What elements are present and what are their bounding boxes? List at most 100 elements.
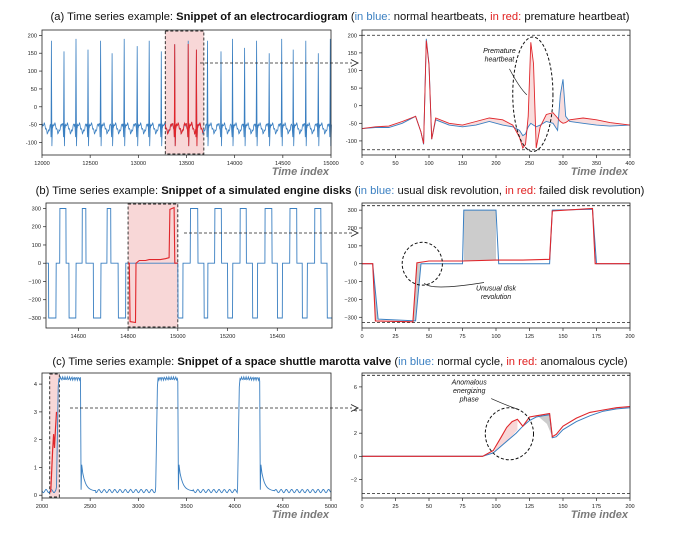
c-left-series-normal xyxy=(41,375,331,494)
b-left-xtick-label: 15000 xyxy=(170,334,186,340)
c-left-xtick-label: 5000 xyxy=(325,504,337,510)
b-right-xtick-label: 75 xyxy=(459,334,465,340)
a-right-xtick-label: 300 xyxy=(558,161,567,167)
c-left-xtick-label: 2000 xyxy=(36,504,48,510)
b-right-xtick-label: 100 xyxy=(491,334,500,340)
b-right-ytick-label: 200 xyxy=(348,226,357,232)
b-right-annotation-line: revolution xyxy=(481,294,511,301)
b-left-ytick-label: −100 xyxy=(28,279,41,285)
b-right-xtick-label: 50 xyxy=(426,334,432,340)
b-right-difference-fill-plateau xyxy=(463,210,496,262)
b-left-xtick-label: 15200 xyxy=(220,334,236,340)
a-right-xtick-label: 400 xyxy=(625,161,634,167)
c-left-ytick-label: 3 xyxy=(34,410,37,416)
c-right-annotation-line: energizing xyxy=(453,388,485,395)
b-left-series-usual xyxy=(46,208,332,319)
row-b-connector-arrowhead xyxy=(350,229,360,237)
c-right-ytick-label: 6 xyxy=(354,385,357,391)
b-right-annotation-ellipse xyxy=(401,241,443,286)
c-right-xtick-label: 125 xyxy=(525,504,534,510)
c-right-annotation-ellipse xyxy=(484,407,535,461)
b-right-ytick-label: −200 xyxy=(344,297,357,303)
c-right-ytick-label: −2 xyxy=(351,477,357,483)
a-right-ytick-label: 100 xyxy=(348,68,357,74)
c-left-xtick-label: 4500 xyxy=(277,504,289,510)
c-left-ytick-label: 1 xyxy=(34,465,37,471)
c-right-xtick-label: 150 xyxy=(558,504,567,510)
a-right-xtick-label: 50 xyxy=(392,161,398,167)
b-right-difference-fill-rise xyxy=(412,262,421,322)
row-c-connector-arrowhead xyxy=(350,404,360,412)
a-right-xtick-label: 0 xyxy=(360,161,363,167)
c-right-xtick-label: 25 xyxy=(392,504,398,510)
b-left-xtick-label: 14800 xyxy=(120,334,136,340)
c-right-difference-fill-drop xyxy=(538,413,553,437)
c-right-ytick-label: 2 xyxy=(354,431,357,437)
c-left-xaxis-label: Time index xyxy=(272,509,330,521)
c-right-axes-frame xyxy=(361,372,631,499)
b-right-xtick-label: 25 xyxy=(392,334,398,340)
c-left-xtick-label: 4000 xyxy=(228,504,240,510)
b-right-annotation-text: Unusual disk revolution xyxy=(476,286,517,302)
b-right-ytick-label: −100 xyxy=(344,280,357,286)
a-right-annotation-pointer xyxy=(509,68,528,96)
b-right-ytick-label: 0 xyxy=(354,262,357,268)
a-left-ytick-label: 100 xyxy=(28,69,37,75)
c-right-xtick-label: 100 xyxy=(491,504,500,510)
c-right-series-anomalous xyxy=(362,406,631,457)
a-left-xaxis-label: Time index xyxy=(272,166,330,178)
b-left-axes-frame xyxy=(45,202,333,329)
a-right-xtick-label: 350 xyxy=(592,161,601,167)
a-left-ytick-label: -100 xyxy=(26,141,37,147)
a-right-xtick-label: 100 xyxy=(424,161,433,167)
a-right-series-premature xyxy=(361,40,631,149)
a-left-ytick-label: 200 xyxy=(28,33,37,39)
a-left-highlight-box xyxy=(164,30,205,155)
c-right-annotation-text: Anomalous energizing phase xyxy=(451,380,488,404)
b-left-ytick-label: −200 xyxy=(28,298,41,304)
a-left-series-premature xyxy=(164,43,204,147)
c-right-xtick-label: 75 xyxy=(459,504,465,510)
a-right-annotation-line: Premature xyxy=(483,48,516,55)
c-right-series-normal xyxy=(362,407,631,457)
c-right-annotation-pointer xyxy=(491,398,520,411)
b-left-ytick-label: −300 xyxy=(28,316,41,322)
b-left-ytick-label: 200 xyxy=(32,225,41,231)
row-a-title: (a) Time series example: Snippet of an e… xyxy=(50,11,630,23)
c-right-difference-fill xyxy=(493,419,518,453)
c-left-xtick-label: 2500 xyxy=(84,504,96,510)
c-left-axes-frame xyxy=(41,372,332,499)
a-right-xaxis-label: Time index xyxy=(571,166,629,178)
a-right-xtick-label: 150 xyxy=(458,161,467,167)
a-left-xtick-label: 14500 xyxy=(275,161,291,167)
a-right-difference-fill xyxy=(362,38,630,148)
c-right-xtick-label: 50 xyxy=(426,504,432,510)
a-left-xtick-label: 14000 xyxy=(227,161,243,167)
a-right-xtick-label: 250 xyxy=(525,161,534,167)
c-left-xtick-label: 3000 xyxy=(132,504,144,510)
b-right-xtick-label: 150 xyxy=(558,334,567,340)
a-left-xtick-label: 15000 xyxy=(323,161,339,167)
row-b-title: (b) Time series example: Snippet of a si… xyxy=(35,185,645,197)
b-right-ytick-label: 300 xyxy=(348,208,357,214)
row-a-connector-arrowhead xyxy=(350,59,360,67)
b-left-xtick-label: 14600 xyxy=(71,334,87,340)
c-right-xaxis-label: Time index xyxy=(571,509,629,521)
b-right-ytick-label: −300 xyxy=(344,315,357,321)
a-right-annotation-ellipse xyxy=(512,36,554,152)
b-left-xtick-label: 15400 xyxy=(270,334,286,340)
a-right-ytick-label: 150 xyxy=(348,51,357,57)
a-left-xtick-label: 12500 xyxy=(82,161,98,167)
b-right-ytick-label: 100 xyxy=(348,244,357,250)
b-right-xtick-label: 0 xyxy=(360,334,363,340)
a-right-annotation-text: Premature heartbeat xyxy=(483,48,516,64)
b-right-xtick-label: 200 xyxy=(625,334,634,340)
b-right-xtick-label: 175 xyxy=(592,334,601,340)
c-left-highlight-box xyxy=(49,373,60,498)
c-right-xtick-label: 200 xyxy=(625,504,634,510)
a-right-ytick-label: -50 xyxy=(349,121,357,127)
a-right-ytick-label: 0 xyxy=(354,104,357,110)
c-right-ytick-label: 0 xyxy=(354,454,357,460)
row-c-title: (c) Time series example: Snippet of a sp… xyxy=(52,356,628,368)
a-right-ytick-label: 200 xyxy=(348,33,357,39)
